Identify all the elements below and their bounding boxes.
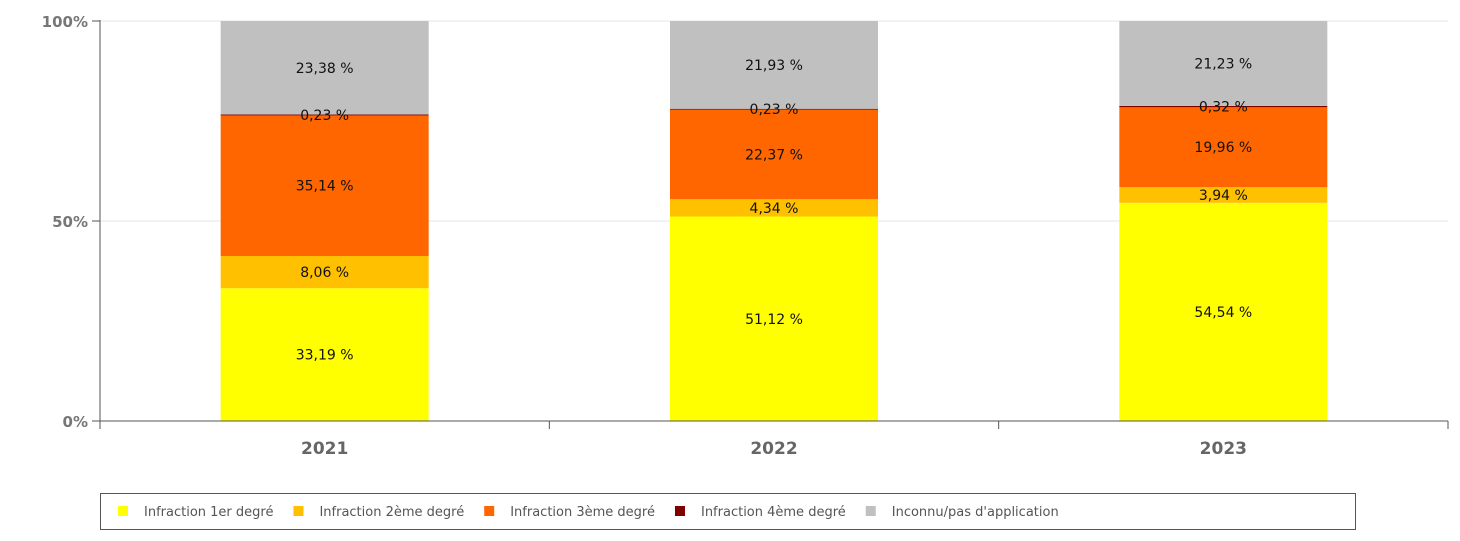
data-label: 51,12 % bbox=[745, 312, 803, 328]
y-tick-label: 50% bbox=[52, 213, 88, 231]
y-tick-label: 100% bbox=[42, 13, 88, 31]
legend-label: Inconnu/pas d'application bbox=[892, 505, 1059, 520]
bar-segment bbox=[670, 21, 878, 109]
data-label: 19,96 % bbox=[1194, 140, 1252, 156]
data-label: 35,14 % bbox=[296, 179, 354, 195]
bar-segment bbox=[220, 114, 429, 116]
legend-swatch bbox=[293, 506, 304, 516]
legend-swatch bbox=[865, 506, 876, 516]
legend-label: Infraction 1er degré bbox=[144, 505, 273, 520]
axes: 0% 50% 100% 2021 2022 2023 bbox=[42, 13, 1449, 459]
x-tick-label: 2023 bbox=[1200, 439, 1247, 459]
bar-segment bbox=[220, 21, 429, 115]
data-label: 54,54 % bbox=[1194, 305, 1252, 321]
legend-label: Infraction 3ème degré bbox=[510, 505, 655, 520]
legend-label: Infraction 4ème degré bbox=[701, 505, 846, 520]
bar-segment bbox=[220, 256, 429, 289]
bar-segment bbox=[670, 109, 878, 200]
data-label: 33,19 % bbox=[296, 348, 354, 364]
legend: Infraction 1er degré Infraction 2ème degr… bbox=[100, 493, 1356, 530]
data-label: 3,94 % bbox=[1199, 188, 1248, 204]
data-label: 0,23 % bbox=[750, 102, 799, 118]
x-tick-label: 2021 bbox=[301, 439, 348, 459]
bar-segment bbox=[670, 108, 878, 110]
bar-segment bbox=[670, 199, 878, 217]
data-label: 22,37 % bbox=[745, 147, 803, 163]
bar-segment bbox=[1119, 107, 1328, 188]
legend-swatch bbox=[484, 506, 495, 516]
legend-swatch bbox=[118, 506, 128, 516]
data-label: 0,32 % bbox=[1199, 100, 1248, 116]
bar-segment bbox=[1119, 202, 1328, 421]
bar-segment bbox=[670, 216, 878, 421]
data-labels: 33,19 % 8,06 % 35,14 % 0,23 % 23,38 % 51,12 %… bbox=[296, 57, 1253, 364]
data-label: 21,93 % bbox=[745, 58, 803, 74]
bar-segment bbox=[1119, 105, 1328, 108]
data-label: 0,23 % bbox=[300, 108, 349, 124]
y-tick-label: 0% bbox=[63, 413, 88, 431]
bar-segment bbox=[220, 115, 429, 256]
data-label: 4,34 % bbox=[750, 201, 799, 217]
data-label: 23,38 % bbox=[296, 61, 354, 77]
legend-swatch bbox=[674, 506, 685, 516]
legend-label: Infraction 2ème degré bbox=[319, 505, 464, 520]
bar-segment bbox=[1119, 187, 1328, 203]
data-label: 21,23 % bbox=[1194, 57, 1252, 73]
x-tick-label: 2022 bbox=[750, 439, 797, 459]
bars bbox=[220, 21, 1328, 421]
legend-box bbox=[100, 493, 1356, 530]
bar-segment bbox=[1119, 21, 1328, 106]
data-label: 8,06 % bbox=[300, 265, 349, 281]
bar-segment bbox=[220, 288, 429, 421]
